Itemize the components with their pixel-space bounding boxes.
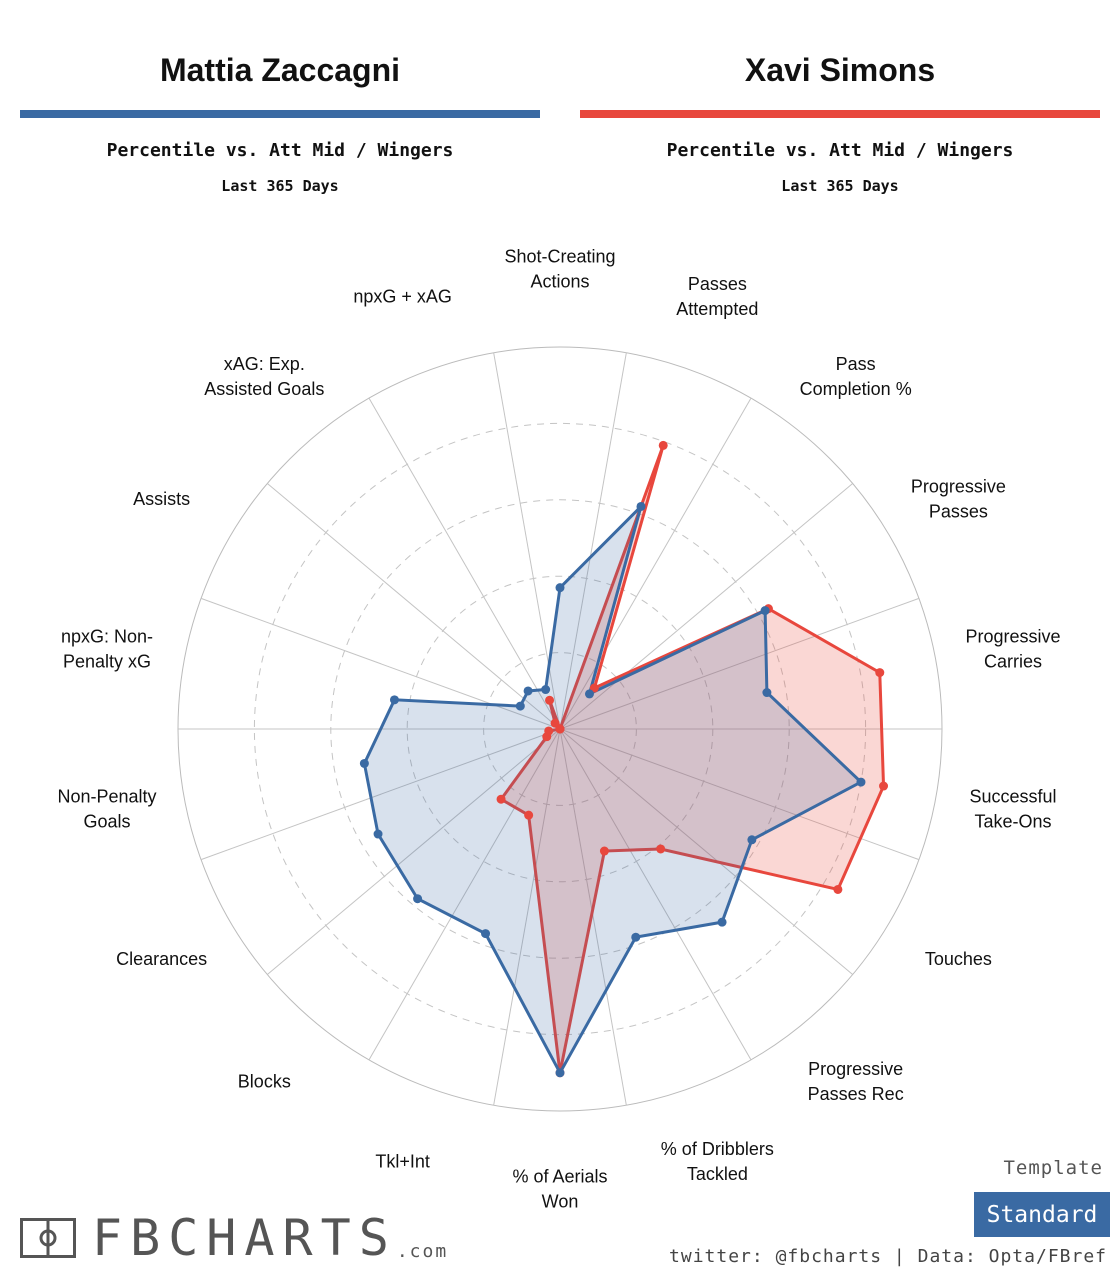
axis-label: Progressive Passes — [911, 477, 1006, 522]
pitch-icon — [20, 1218, 76, 1258]
data-point — [413, 894, 423, 904]
axis-label: Blocks — [238, 1071, 291, 1091]
data-point — [879, 781, 889, 791]
data-point — [875, 668, 885, 678]
axis-label: Touches — [925, 949, 992, 969]
data-point — [373, 829, 383, 839]
grid-spoke — [200, 728, 561, 861]
player1-period: Last 365 Days — [221, 177, 339, 195]
grid-spoke — [559, 728, 752, 1061]
logo-text: FBCHARTS — [92, 1209, 397, 1267]
data-point — [747, 835, 757, 845]
player2-color-bar — [580, 110, 1100, 118]
player2-period: Last 365 Days — [781, 177, 899, 195]
grid-spoke — [267, 728, 561, 975]
grid-spoke — [368, 728, 561, 1061]
player1-name: Mattia Zaccagni — [159, 52, 401, 88]
data-point — [544, 726, 554, 736]
player1-color-bar — [20, 110, 540, 118]
series-polygon-1 — [362, 501, 864, 1076]
data-point — [541, 685, 551, 695]
data-point — [631, 932, 641, 942]
grid-spoke — [559, 483, 853, 730]
axis-label: npxG: Non-Penalty xG — [61, 627, 153, 672]
data-point — [717, 917, 727, 927]
axis-label: % of Aerials Won — [512, 1167, 607, 1212]
template-badge: Standard — [974, 1192, 1110, 1237]
axis-label: Progressive Carries — [965, 627, 1060, 672]
data-point — [555, 1068, 565, 1078]
data-point — [496, 794, 506, 804]
grid-spoke — [200, 597, 561, 730]
data-point — [545, 695, 555, 705]
credits-text: twitter: @fbcharts | Data: Opta/FBref — [669, 1246, 1107, 1267]
axis-label: Progressive Passes Rec — [808, 1059, 904, 1104]
template-label: Template — [1003, 1157, 1103, 1179]
grid-spoke — [559, 352, 627, 730]
axis-label: Pass Completion % — [800, 354, 912, 399]
data-point — [833, 884, 843, 894]
grid-spoke — [559, 397, 752, 730]
axis-label: Tkl+Int — [375, 1151, 430, 1171]
grid-spoke — [493, 728, 561, 1106]
player2-name: Xavi Simons — [744, 52, 936, 88]
data-point — [760, 606, 770, 616]
grid-spoke — [559, 728, 853, 975]
axis-label: % of Dribblers Tackled — [661, 1139, 774, 1184]
axis-label: Clearances — [116, 949, 207, 969]
data-point — [599, 846, 609, 856]
data-point — [359, 758, 369, 768]
data-point — [658, 440, 668, 450]
data-point — [584, 689, 594, 699]
data-point — [523, 686, 533, 696]
logo-suffix: .com — [396, 1241, 449, 1262]
data-point — [389, 695, 399, 705]
player1-subtitle: Percentile vs. Att Mid / Wingers — [106, 140, 454, 161]
grid-spoke — [559, 728, 627, 1106]
axis-label: Passes Attempted — [676, 274, 758, 319]
axis-label: xAG: Exp. Assisted Goals — [204, 354, 324, 399]
data-point — [481, 929, 491, 939]
data-point — [555, 583, 565, 593]
data-point — [762, 688, 772, 698]
data-point — [524, 810, 534, 820]
data-point — [555, 724, 565, 734]
axis-label: npxG + xAG — [353, 287, 452, 307]
grid-spoke — [368, 397, 561, 730]
fbcharts-logo: FBCHARTS .com — [20, 1212, 448, 1264]
axis-label: Assists — [133, 489, 190, 509]
data-point — [656, 844, 666, 854]
data-point — [515, 701, 525, 711]
grid-spoke — [559, 597, 920, 730]
player2-subtitle: Percentile vs. Att Mid / Wingers — [666, 140, 1014, 161]
axis-label: Shot-Creating Actions — [504, 247, 615, 292]
axis-label: Non-Penalty Goals — [57, 786, 156, 831]
data-point — [636, 501, 646, 511]
axis-label: Successful Take-Ons — [969, 786, 1056, 831]
data-point — [856, 777, 866, 787]
grid-spoke — [267, 483, 561, 730]
